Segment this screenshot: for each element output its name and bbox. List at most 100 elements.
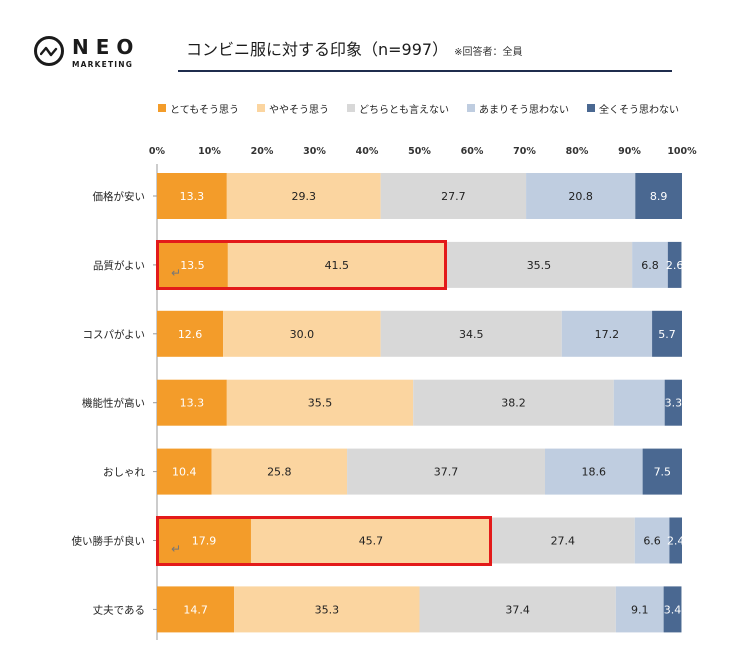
data-label: 13.5 <box>180 259 205 272</box>
legend-label: 全くそう思わない <box>599 104 679 116</box>
category-label: コスパがよい <box>83 328 145 341</box>
data-label: 6.6 <box>643 535 661 548</box>
data-label: 37.7 <box>434 466 459 479</box>
bar-segment <box>544 448 643 495</box>
data-label: 13.3 <box>180 190 205 203</box>
legend-label: ややそう思う <box>269 104 329 116</box>
bar-segment <box>613 379 665 426</box>
respondent-note: ※回答者：全員 <box>454 47 523 58</box>
highlight-box <box>156 239 447 290</box>
logo-subtitle: MARKETING <box>72 60 134 69</box>
x-tick-label: 20% <box>251 146 274 157</box>
x-tick-label: 80% <box>566 146 589 157</box>
chart-legend: とてもそう思う ややそう思う どちらとも言えない あまりそう思わない 全くそう思わない <box>158 100 697 116</box>
data-label: 29.3 <box>291 190 316 203</box>
chart-title: コンビニ服に対する印象（n=997） ※回答者：全員 <box>186 36 522 60</box>
bar-segment <box>652 310 682 357</box>
data-label: 14.7 <box>183 603 208 616</box>
bar-segment <box>526 173 636 219</box>
bar-segment <box>561 310 653 357</box>
legend-swatch <box>158 104 166 112</box>
category-label: 価格が安い <box>93 190 146 203</box>
data-label: 3.4 <box>664 603 682 616</box>
data-label: 18.6 <box>582 466 607 479</box>
bar-segment <box>157 310 224 357</box>
data-label: 37.4 <box>505 603 530 616</box>
bar-segment <box>157 379 227 426</box>
bar-segment <box>380 173 527 219</box>
bar-segment <box>642 448 682 495</box>
bar-segment <box>347 448 545 495</box>
x-tick-label: 60% <box>461 146 484 157</box>
data-label: 45.7 <box>359 535 384 548</box>
data-label: 30.0 <box>290 328 315 341</box>
category-label: 丈夫である <box>93 604 145 616</box>
bar-segment <box>227 241 446 288</box>
category-label: おしゃれ <box>103 467 145 479</box>
legend-item: どちらとも言えない <box>347 101 449 116</box>
data-label: 3.3 <box>665 397 683 410</box>
data-label: 8.9 <box>650 190 668 203</box>
data-label: 9.1 <box>631 603 649 616</box>
data-label: 27.7 <box>441 190 466 203</box>
category-label: 使い勝手が良い <box>72 535 146 548</box>
bar-segment <box>157 173 227 219</box>
bar-segment <box>226 379 414 426</box>
bar-segment <box>413 379 614 426</box>
data-label: 17.9 <box>192 535 217 548</box>
data-label: 38.2 <box>501 397 526 410</box>
x-tick-label: 0% <box>149 146 166 157</box>
legend-item: とてもそう思う <box>158 101 239 116</box>
legend-swatch <box>347 104 355 112</box>
category-label: 機能性が高い <box>82 397 145 410</box>
bar-segment <box>157 586 235 633</box>
bar-segment <box>211 448 348 495</box>
legend-item: 全くそう思わない <box>587 101 679 116</box>
bar-segment <box>157 241 228 288</box>
data-label: 25.8 <box>267 466 292 479</box>
x-tick-label: 90% <box>618 146 641 157</box>
data-label: 10.4 <box>172 466 197 479</box>
bar-segment <box>490 517 635 564</box>
data-label: 17.2 <box>595 328 620 341</box>
bar-segment <box>445 241 633 288</box>
data-label: 34.5 <box>459 328 484 341</box>
legend-label: どちらとも言えない <box>359 104 449 116</box>
highlight-box <box>156 515 492 566</box>
data-label: 7.5 <box>654 466 672 479</box>
data-label: 35.5 <box>308 397 333 410</box>
data-label: 13.3 <box>180 397 205 410</box>
x-tick-label: 40% <box>356 146 379 157</box>
bar-segment <box>664 379 682 426</box>
data-label: 27.4 <box>551 535 576 548</box>
chart-title-text: コンビニ服に対する印象（n=997） <box>186 40 449 59</box>
legend-swatch <box>257 104 265 112</box>
x-tick-label: 10% <box>198 146 221 157</box>
logo-word: NEO <box>72 35 141 59</box>
legend-item: ややそう思う <box>257 101 329 116</box>
logo-pulse-icon <box>34 36 64 66</box>
data-label: 41.5 <box>325 259 350 272</box>
data-label: 35.5 <box>527 259 552 272</box>
bar-segment <box>226 173 381 219</box>
bar-segment <box>669 517 682 564</box>
return-arrow-icon: ↵ <box>171 541 182 556</box>
bar-segment <box>157 448 212 495</box>
bar-segment <box>250 517 491 564</box>
bar-segment <box>663 586 682 633</box>
data-label: 2.4 <box>667 535 685 548</box>
bar-segment <box>223 310 381 357</box>
bar-segment <box>634 517 670 564</box>
bar-segment <box>632 241 668 288</box>
bar-segment <box>157 517 251 564</box>
bar-segment <box>234 586 420 633</box>
data-label: 35.3 <box>315 603 340 616</box>
neo-marketing-logo: NEO MARKETING <box>34 36 154 76</box>
data-label: 20.8 <box>568 190 593 203</box>
data-label: 6.8 <box>641 259 659 272</box>
legend-label: とてもそう思う <box>170 104 239 116</box>
bar-segment <box>419 586 616 633</box>
data-label: 5.7 <box>658 328 676 341</box>
x-tick-label: 30% <box>303 146 326 157</box>
